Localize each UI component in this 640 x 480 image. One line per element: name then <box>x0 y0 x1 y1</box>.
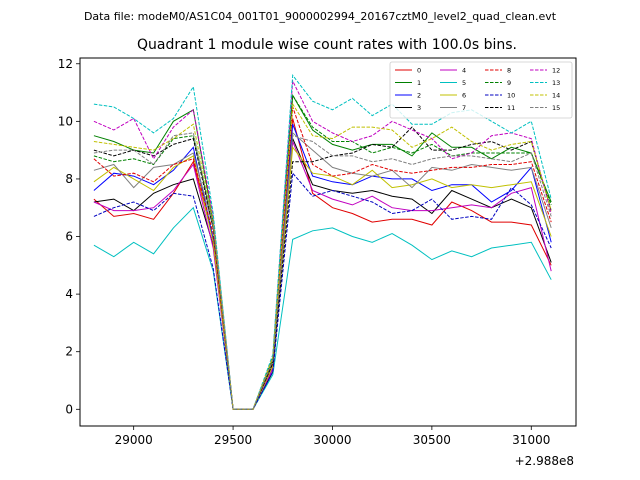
legend-label-7: 7 <box>462 104 466 112</box>
series-line-13 <box>93 73 552 410</box>
series-line-14 <box>93 102 552 410</box>
series-line-4 <box>93 141 552 410</box>
legend-label-11: 11 <box>507 104 515 112</box>
series-line-0 <box>93 118 552 410</box>
x-tick-label: 30000 <box>313 433 351 447</box>
legend-label-2: 2 <box>417 92 421 100</box>
series-line-8 <box>93 106 552 410</box>
data-file-label: Data file: modeM0/AS1C04_001T01_90000029… <box>84 10 557 23</box>
series-line-5 <box>93 206 552 410</box>
legend-label-0: 0 <box>417 67 421 75</box>
x-tick-label: 29000 <box>115 433 153 447</box>
legend-label-1: 1 <box>417 79 421 87</box>
x-tick-label: 29500 <box>214 433 252 447</box>
y-tick-label: 10 <box>58 114 73 128</box>
x-tick-label: 31000 <box>512 433 550 447</box>
series-line-6 <box>93 145 552 410</box>
series-layer <box>93 73 552 410</box>
legend-label-4: 4 <box>462 67 466 75</box>
legend-label-14: 14 <box>552 92 560 100</box>
series-line-2 <box>93 124 552 410</box>
legend-label-10: 10 <box>507 92 515 100</box>
y-tick-label: 12 <box>58 57 73 71</box>
y-tick-label: 2 <box>65 345 73 359</box>
plot-frame <box>79 57 577 427</box>
legend-label-5: 5 <box>462 79 466 87</box>
y-tick-label: 4 <box>65 287 73 301</box>
series-line-12 <box>93 79 552 410</box>
series-line-10 <box>93 171 552 410</box>
legend-label-9: 9 <box>507 79 511 87</box>
series-line-11 <box>93 126 552 410</box>
series-line-3 <box>93 138 552 410</box>
chart-title: Quadrant 1 module wise count rates with … <box>137 37 517 53</box>
legend-label-6: 6 <box>462 92 466 100</box>
legend-label-3: 3 <box>417 104 421 112</box>
y-tick-label: 0 <box>65 402 73 416</box>
y-tick-label: 6 <box>65 230 73 244</box>
legend-box <box>389 61 573 119</box>
y-tick-label: 8 <box>65 172 73 186</box>
legend-label-15: 15 <box>552 104 560 112</box>
legend-label-12: 12 <box>552 67 560 75</box>
x-tick-label: 30500 <box>413 433 451 447</box>
x-offset-label: +2.988e8 <box>515 454 574 468</box>
legend-label-13: 13 <box>552 79 560 87</box>
series-line-15 <box>93 132 552 410</box>
legend-label-8: 8 <box>507 67 511 75</box>
